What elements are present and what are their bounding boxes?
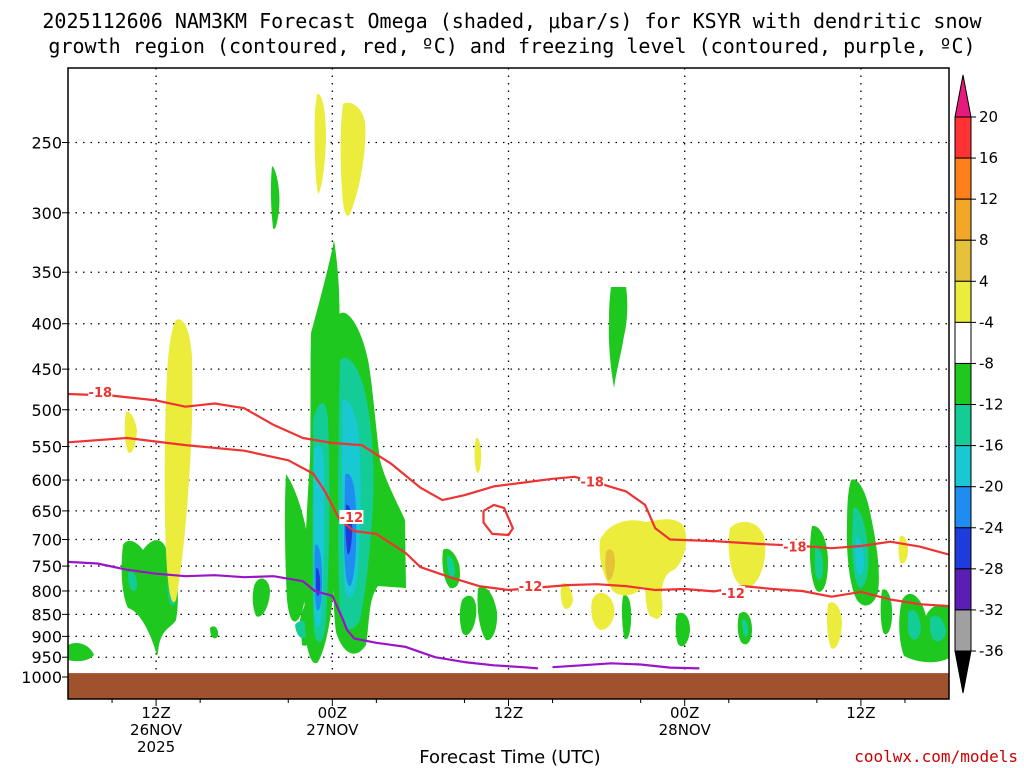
x-tick-label: 00Z — [318, 704, 347, 722]
x-tick-label: 2025 — [137, 738, 175, 756]
colorbar-tick-label: -16 — [979, 437, 1004, 455]
y-tick-label: 400 — [31, 315, 62, 334]
contour-label-background — [721, 585, 746, 600]
x-tick-label: 00Z — [670, 704, 699, 722]
y-tick-label: 650 — [31, 502, 62, 521]
colorbar-tick-label: -36 — [979, 642, 1004, 660]
colorbar-tick-label: -32 — [979, 601, 1004, 619]
colorbar-top-arrow — [954, 74, 972, 118]
colorbar-swatch — [954, 157, 972, 200]
colorbar-tick-label: 20 — [979, 108, 998, 126]
colorbar-swatch — [954, 280, 972, 323]
contour-label-background — [339, 509, 364, 524]
colorbar-tick-label: -28 — [979, 560, 1004, 578]
y-tick-label: 450 — [31, 360, 62, 379]
x-tick-label: 28NOV — [659, 721, 712, 739]
contour-label: -12 — [340, 511, 364, 526]
y-tick-label: 750 — [31, 557, 62, 576]
contour-label-background — [580, 474, 605, 489]
y-tick-label: 300 — [31, 204, 62, 223]
colorbar-swatch — [954, 239, 972, 282]
site-credit[interactable]: coolwx.com/models — [854, 747, 1018, 766]
y-tick-label: 600 — [31, 471, 62, 490]
y-tick-label: 500 — [31, 401, 62, 420]
colorbar-tick-label: 4 — [979, 272, 989, 290]
colorbar-swatch — [954, 198, 972, 241]
colorbar-swatch — [954, 116, 972, 159]
colorbar-swatch — [954, 321, 972, 364]
pressure-axis: 250 300 350 400 450 500 550 600 650 700 750 800 850 9… — [21, 134, 68, 687]
x-axis-label: Forecast Time (UTC) — [419, 747, 600, 768]
y-tick-label: 250 — [31, 134, 62, 153]
omega-shading — [68, 93, 949, 664]
colorbar-swatch — [954, 362, 972, 406]
y-tick-label: 900 — [31, 627, 62, 646]
title-line-2: growth region (contoured, red, ºC) and f… — [48, 34, 975, 58]
colorbar-tick-label: 12 — [979, 190, 998, 208]
y-tick-label: 1000 — [21, 668, 62, 687]
colorbar-swatch — [954, 568, 972, 611]
contour-label: -18 — [580, 476, 604, 491]
ground-surface — [68, 673, 949, 699]
temperature-contours: -18 -18 -18 -12 -12 -12 — [68, 385, 949, 670]
x-tick-label: 12Z — [494, 704, 523, 722]
colorbar-tick-label: -12 — [979, 396, 1004, 414]
title-line-1: 2025112606 NAM3KM Forecast Omega (shaded… — [42, 9, 982, 33]
colorbar-tick-label: 16 — [979, 149, 998, 167]
colorbar-tick-label: 8 — [979, 231, 989, 249]
colorbar-swatch — [954, 609, 972, 652]
colorbar-swatch — [954, 527, 972, 570]
freezing-level-contour — [552, 662, 700, 670]
colorbar-swatch — [954, 486, 972, 529]
y-tick-label: 350 — [31, 263, 62, 282]
contour-label: -18 — [783, 541, 807, 556]
contour-label: -12 — [519, 580, 543, 595]
y-tick-label: 950 — [31, 648, 62, 667]
colorbar-swatch — [954, 445, 972, 488]
contour-label-background — [88, 385, 113, 400]
x-tick-label: 12Z — [141, 704, 170, 722]
x-tick-label: 26NOV — [130, 721, 183, 739]
y-tick-label: 800 — [31, 582, 62, 601]
x-tick-label: 12Z — [846, 704, 875, 722]
y-tick-label: 700 — [31, 530, 62, 549]
colorbar-tick-label: -20 — [979, 478, 1004, 496]
freezing-level-contour — [68, 560, 538, 670]
dgz-contour-line — [482, 503, 514, 537]
colorbar-bottom-arrow — [954, 650, 972, 694]
omega-sinking-area — [124, 93, 908, 649]
colorbar-tick-label: -24 — [979, 519, 1004, 537]
colorbar-tick-label: -8 — [979, 354, 994, 372]
y-tick-label: 850 — [31, 605, 62, 624]
colorbar-tick-label: -4 — [979, 313, 994, 331]
contour-label-background — [782, 539, 807, 554]
contour-label: -12 — [721, 587, 745, 602]
colorbar: 20 16 12 8 4 -4 -8 -12 -16 -20 -24 -28 -32 -36 — [954, 74, 1004, 694]
contour-label: -18 — [89, 386, 113, 401]
colorbar-swatch — [954, 404, 972, 447]
x-tick-label: 27NOV — [306, 721, 359, 739]
y-tick-label: 550 — [31, 437, 62, 456]
contour-label-background — [518, 579, 543, 594]
